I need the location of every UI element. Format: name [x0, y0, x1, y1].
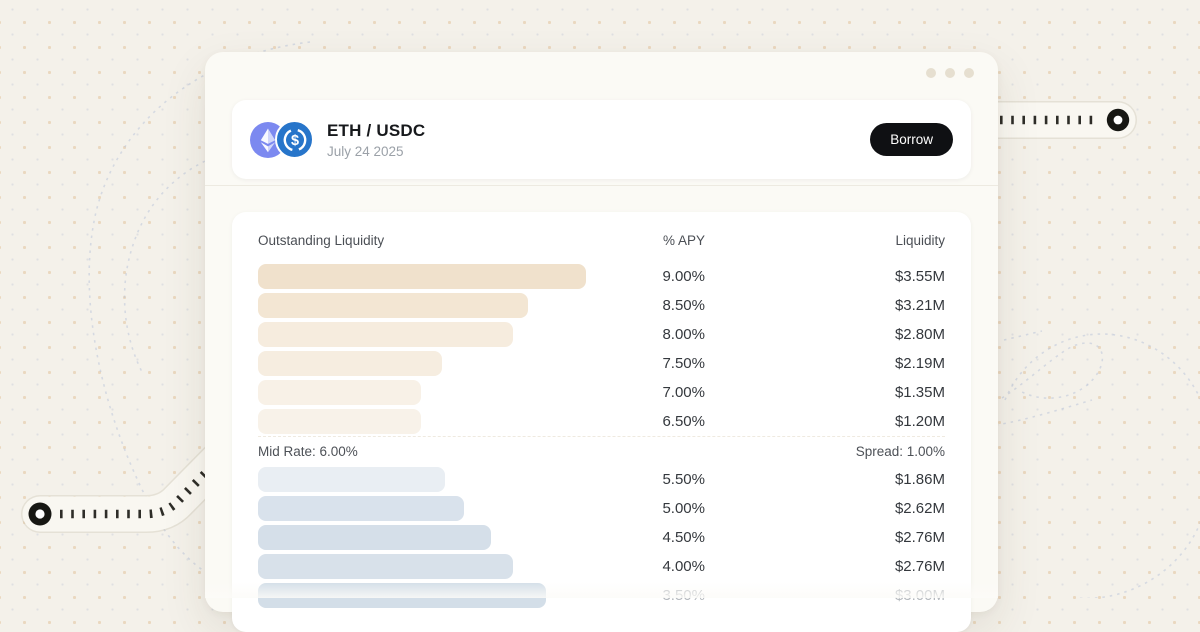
liquidity-value: $2.62M [894, 500, 945, 517]
apy-value: 4.50% [662, 529, 705, 546]
orderbook-row: 8.00% $2.80M [258, 320, 945, 349]
borrow-rows: 9.00% $3.55M 8.50% $3.21M 8.00% $2.80M 7… [258, 262, 945, 436]
liquidity-value: $2.80M [894, 326, 945, 343]
liquidity-bar [258, 322, 513, 347]
apy-value: 5.00% [662, 500, 705, 517]
orderbook-row: 4.50% $2.76M [258, 523, 945, 552]
browser-window: $ ETH / USDC July 24 2025 Borrow Outstan… [205, 52, 998, 632]
column-liquidity: Liquidity [895, 233, 945, 248]
apy-value: 4.00% [662, 558, 705, 575]
apy-value: 7.00% [662, 384, 705, 401]
column-apy: % APY [662, 233, 705, 248]
market-pair-card: $ ETH / USDC July 24 2025 Borrow [232, 100, 971, 179]
apy-value: 5.50% [662, 471, 705, 488]
liquidity-bar [258, 293, 528, 318]
liquidity-bar [258, 380, 421, 405]
liquidity-bar [258, 496, 464, 521]
orderbook-row: 8.50% $3.21M [258, 291, 945, 320]
apy-value: 7.50% [662, 355, 705, 372]
liquidity-value: $1.20M [894, 413, 945, 430]
background-decorations [21, 41, 1200, 598]
liquidity-value: $2.76M [894, 558, 945, 575]
svg-text:$: $ [290, 133, 298, 149]
pair-coin-icons: $ [250, 120, 314, 159]
orderbook-row: 6.50% $1.20M [258, 407, 945, 436]
liquidity-value: $1.35M [894, 384, 945, 401]
window-body: Outstanding Liquidity % APY Liquidity 9.… [205, 186, 998, 632]
column-outstanding-liquidity: Outstanding Liquidity [258, 233, 385, 248]
liquidity-value: $1.86M [894, 471, 945, 488]
apy-value: 8.50% [662, 297, 705, 314]
borrow-button[interactable]: Borrow [870, 123, 953, 156]
window-dot [964, 68, 974, 78]
apy-value: 6.50% [662, 413, 705, 430]
lend-rows: 5.50% $1.86M 5.00% $2.62M 4.50% $2.76M 4… [258, 465, 945, 610]
liquidity-value: $2.19M [894, 355, 945, 372]
liquidity-bar [258, 583, 546, 608]
liquidity-bar [258, 525, 491, 550]
liquidity-bar [258, 467, 445, 492]
mid-rate-label: Mid Rate: 6.00% [258, 443, 358, 459]
route-top-right [977, 101, 1137, 139]
orderbook-row: 9.00% $3.55M [258, 262, 945, 291]
apy-value: 8.00% [662, 326, 705, 343]
liquidity-bar [258, 264, 586, 289]
usdc-icon: $ [275, 120, 314, 159]
mid-rate-row: Mid Rate: 6.00% Spread: 1.00% [258, 436, 945, 465]
orderbook-header-row: Outstanding Liquidity % APY Liquidity [258, 233, 945, 249]
orderbook-card: Outstanding Liquidity % APY Liquidity 9.… [232, 212, 971, 632]
liquidity-value: $3.55M [894, 268, 945, 285]
liquidity-bar [258, 351, 442, 376]
orderbook-row: 3.50% $3.00M [258, 581, 945, 610]
window-controls [926, 68, 974, 78]
liquidity-value: $2.76M [894, 529, 945, 546]
orderbook-row: 4.00% $2.76M [258, 552, 945, 581]
spread-label: Spread: 1.00% [855, 443, 945, 459]
route-bottom-left [21, 409, 269, 533]
window-header-zone: $ ETH / USDC July 24 2025 Borrow [205, 52, 998, 186]
orderbook-row: 5.00% $2.62M [258, 494, 945, 523]
orderbook-row: 5.50% $1.86M [258, 465, 945, 494]
orderbook-row: 7.50% $2.19M [258, 349, 945, 378]
liquidity-bar [258, 554, 513, 579]
liquidity-value: $3.00M [894, 587, 945, 604]
liquidity-value: $3.21M [894, 297, 945, 314]
window-dot [926, 68, 936, 78]
liquidity-bar [258, 409, 421, 434]
window-dot [945, 68, 955, 78]
apy-value: 9.00% [662, 268, 705, 285]
orderbook-row: 7.00% $1.35M [258, 378, 945, 407]
dashed-doodle-right [995, 330, 1200, 598]
pair-title: ETH / USDC [327, 120, 426, 140]
pair-date: July 24 2025 [327, 143, 404, 159]
